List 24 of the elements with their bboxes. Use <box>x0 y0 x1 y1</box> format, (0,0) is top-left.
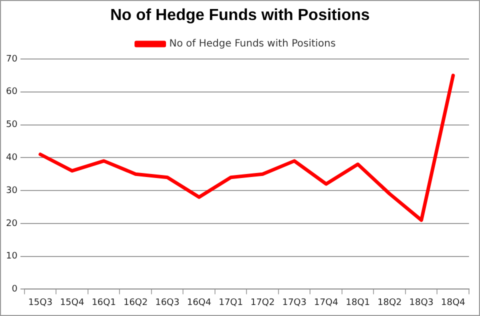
y-tick-label: 0 <box>12 284 18 295</box>
x-tick-label: 15Q3 <box>28 298 52 308</box>
y-tick-label: 20 <box>6 218 18 229</box>
legend-label: No of Hedge Funds with Positions <box>169 38 336 50</box>
chart-title: No of Hedge Funds with Positions <box>109 7 371 25</box>
x-tick-label: 16Q2 <box>123 298 148 308</box>
y-tick-label: 10 <box>6 252 18 262</box>
x-tick-label: 17Q1 <box>218 298 243 308</box>
x-tick-label: 15Q4 <box>60 298 84 308</box>
x-tick-label: 17Q3 <box>282 298 306 308</box>
x-tick-label: 18Q3 <box>409 298 434 308</box>
x-tick-label: 16Q4 <box>186 298 212 308</box>
x-tick-label: 18Q4 <box>440 298 466 308</box>
x-tick-label: 16Q3 <box>155 298 180 308</box>
y-tick-label: 40 <box>6 153 18 163</box>
x-tick-label: 17Q2 <box>250 298 275 308</box>
y-tick-label: 70 <box>6 54 18 64</box>
y-tick-label: 60 <box>6 87 18 98</box>
y-tick-label: 30 <box>6 186 18 196</box>
x-tick-label: 16Q1 <box>92 298 116 308</box>
x-tick-label: 18Q1 <box>346 298 370 308</box>
x-tick-label: 17Q4 <box>314 298 339 308</box>
x-tick-label: 18Q2 <box>377 298 402 308</box>
y-tick-label: 50 <box>6 120 18 130</box>
